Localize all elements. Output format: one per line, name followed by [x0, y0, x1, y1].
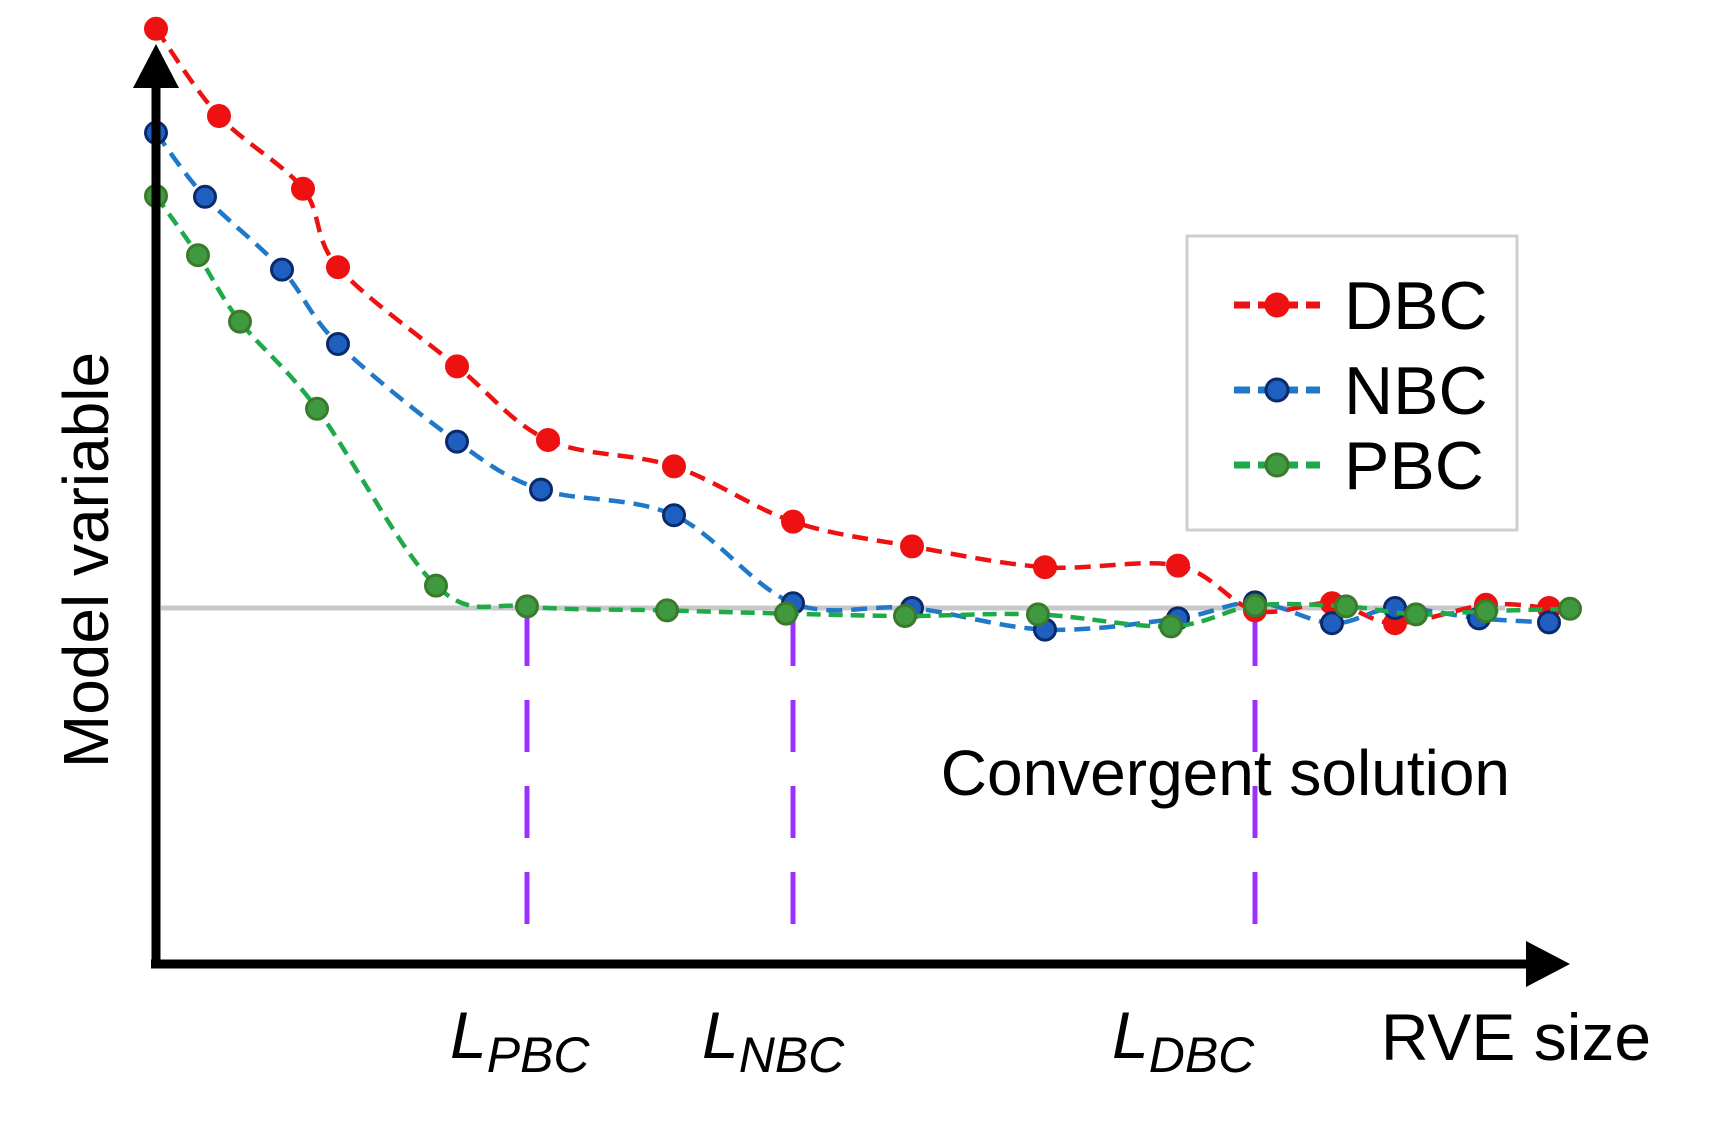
- data-point-pbc-11: [1243, 593, 1267, 618]
- data-point-dbc-10: [1166, 553, 1190, 578]
- data-point-pbc-6: [655, 598, 679, 623]
- marker-label-pbc-sub: PBC: [487, 1027, 591, 1083]
- data-point-pbc-15: [1558, 596, 1582, 621]
- marker-label-dbc-main: L: [1112, 998, 1149, 1072]
- data-point-nbc-6: [662, 503, 686, 528]
- legend-label-nbc: NBC: [1344, 353, 1488, 429]
- data-point-dbc-1: [207, 104, 231, 128]
- legend-label-dbc: DBC: [1344, 268, 1488, 344]
- marker-label-nbc-sub: NBC: [739, 1027, 845, 1083]
- data-point-pbc-13: [1404, 602, 1428, 627]
- data-point-dbc-3: [326, 255, 350, 280]
- data-point-pbc-1: [186, 243, 210, 268]
- data-point-pbc-2: [228, 309, 252, 334]
- data-point-dbc-6: [662, 454, 686, 479]
- data-point-dbc-7: [781, 509, 805, 534]
- data-point-nbc-1: [193, 184, 217, 209]
- series-line-dbc: [154, 27, 1550, 626]
- data-point-pbc-12: [1334, 594, 1358, 619]
- data-point-dbc-2: [291, 176, 315, 201]
- data-point-dbc-5: [536, 428, 560, 452]
- data-point-nbc-2: [270, 257, 294, 282]
- marker-label-dbc: LDBC: [1112, 998, 1255, 1083]
- data-point-pbc-14: [1474, 599, 1498, 624]
- data-point-dbc-9: [1033, 555, 1057, 580]
- legend-marker-pbc: [1264, 452, 1290, 478]
- y-axis-label: Model variable: [50, 352, 122, 768]
- x-axis-label: RVE size: [1381, 1000, 1651, 1074]
- y-axis-arrow-icon: [133, 44, 179, 88]
- marker-label-dbc-sub: DBC: [1149, 1027, 1255, 1083]
- data-point-pbc-8: [893, 604, 917, 628]
- legend-box: [1185, 234, 1519, 532]
- marker-label-pbc-main: L: [450, 998, 487, 1072]
- marker-label-nbc-main: L: [702, 998, 739, 1072]
- marker-labels: LPBC LNBC LDBC: [450, 998, 1255, 1083]
- marker-label-pbc: LPBC: [450, 998, 590, 1083]
- marker-label-nbc: LNBC: [702, 998, 845, 1083]
- x-axis-arrow-icon: [1526, 941, 1570, 987]
- critical-size-marker-lines: [524, 614, 1258, 958]
- data-point-pbc-9: [1026, 602, 1050, 627]
- legend-label-pbc: PBC: [1344, 428, 1484, 504]
- data-point-pbc-10: [1159, 614, 1183, 639]
- data-point-nbc-3: [326, 332, 350, 356]
- data-point-pbc-4: [424, 573, 448, 598]
- data-point-pbc-3: [305, 396, 329, 421]
- data-point-dbc-0: [144, 16, 168, 41]
- legend-marker-dbc: [1264, 292, 1290, 318]
- data-point-pbc-7: [774, 601, 798, 626]
- data-point-nbc-5: [529, 477, 553, 502]
- series-layer: [144, 16, 1582, 642]
- legend-marker-nbc: [1264, 377, 1290, 403]
- data-point-nbc-15: [1537, 610, 1561, 635]
- axes: [133, 44, 1570, 987]
- data-point-dbc-8: [900, 534, 924, 559]
- data-point-nbc-4: [445, 429, 469, 454]
- data-point-dbc-4: [445, 354, 469, 379]
- data-point-nbc-12: [1320, 611, 1344, 636]
- convergent-solution-label: Convergent solution: [941, 737, 1510, 809]
- data-point-pbc-5: [515, 594, 539, 619]
